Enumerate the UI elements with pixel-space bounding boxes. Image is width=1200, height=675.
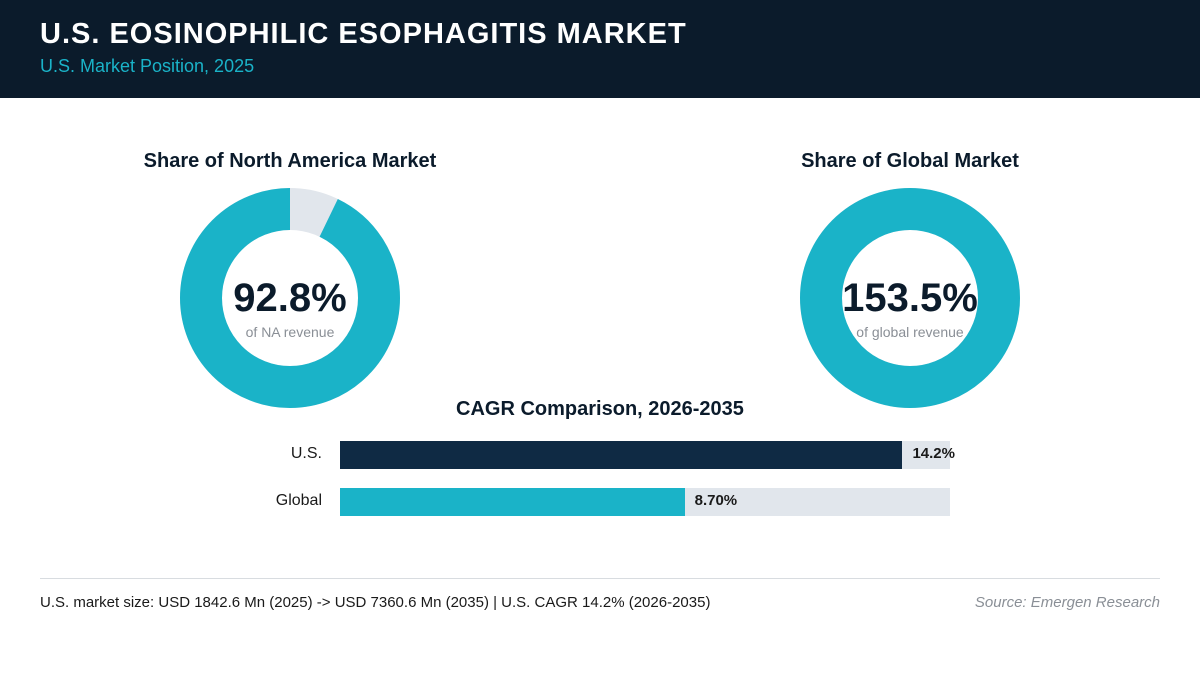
na-share-value: 92.8% — [233, 276, 347, 320]
cagr-bar-track-us: 14.2% — [340, 441, 955, 469]
global-share-donut-title: Share of Global Market — [801, 150, 1019, 172]
global-share-value: 153.5% — [842, 276, 978, 320]
header-banner: U.S. EOSINOPHILIC ESOPHAGITIS MARKET U.S… — [0, 0, 1200, 98]
page-title: U.S. EOSINOPHILIC ESOPHAGITIS MARKET — [40, 18, 687, 50]
donut-share-segment — [180, 188, 400, 408]
footer-market-note: U.S. market size: USD 1842.6 Mn (2025) -… — [40, 594, 711, 611]
global-share-caption: of global revenue — [856, 324, 964, 340]
cagr-bar-label-global: Global — [275, 492, 322, 509]
global-share-donut-chart — [800, 188, 1020, 408]
cagr-bar-label-us: U.S. — [290, 445, 322, 462]
cagr-bar-track-global: 8.70% — [340, 488, 950, 516]
cagr-value-global: 8.70% — [694, 492, 738, 509]
na-share-donut-chart — [180, 188, 400, 408]
na-share-donut-panel: Share of North America Market 92.8% of N… — [110, 150, 470, 420]
na-share-donut-title: Share of North America Market — [143, 150, 437, 172]
cagr-bar-row-global: Global 8.70% — [0, 488, 1200, 516]
na-share-caption: of NA revenue — [245, 324, 335, 340]
cagr-value-us: 14.2% — [912, 445, 955, 462]
footer-source: Source: Emergen Research — [974, 594, 1160, 611]
page-subtitle: U.S. Market Position, 2025 — [40, 56, 255, 76]
cagr-bar-row-us: U.S. 14.2% — [0, 441, 1200, 469]
cagr-bar-us — [340, 441, 903, 469]
footer-divider — [40, 578, 1160, 579]
donut-share-segment — [800, 188, 1020, 408]
cagr-chart-title: CAGR Comparison, 2026-2035 — [456, 398, 744, 420]
global-share-donut-panel: Share of Global Market 153.5% of global … — [730, 150, 1090, 420]
cagr-bar-global — [340, 488, 685, 516]
